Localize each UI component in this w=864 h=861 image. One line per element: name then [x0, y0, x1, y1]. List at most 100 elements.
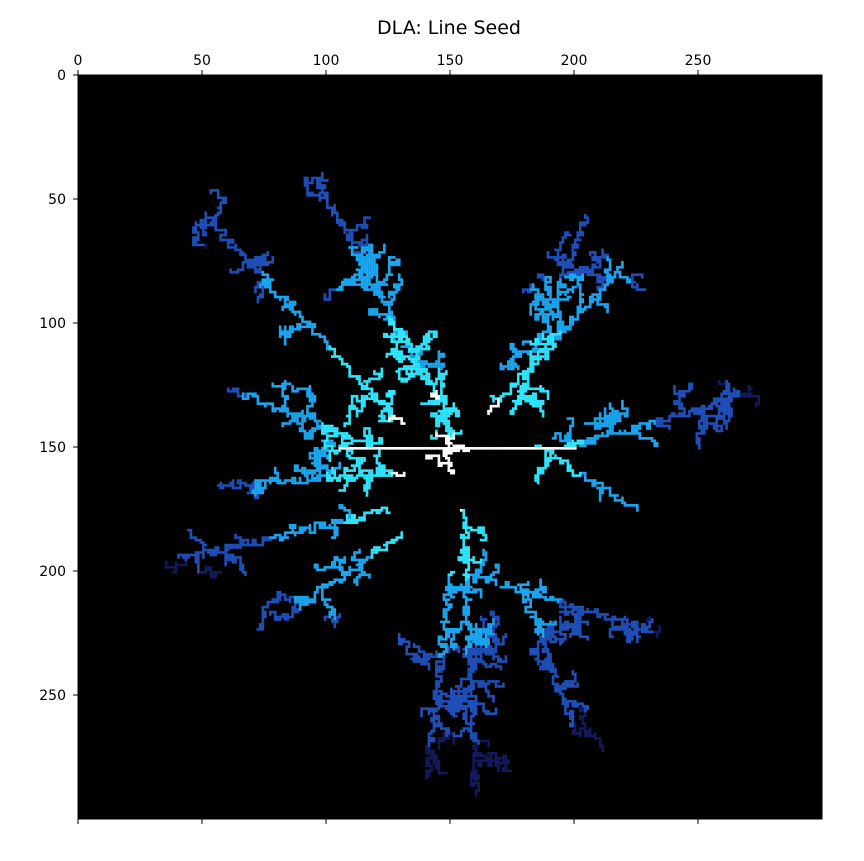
aggregate-cell: [479, 739, 483, 743]
aggregate-cell: [375, 394, 379, 398]
aggregate-cell: [479, 615, 483, 619]
aggregate-cell: [442, 662, 446, 666]
aggregate-cell: [492, 647, 495, 651]
aggregate-cell: [658, 424, 661, 428]
aggregate-cell: [462, 727, 466, 730]
aggregate-cell: [373, 285, 376, 289]
aggregate-cell: [606, 432, 609, 435]
aggregate-cell: [613, 417, 617, 420]
aggregate-cell: [246, 397, 250, 401]
aggregate-cell: [194, 558, 198, 562]
aggregate-cell: [363, 221, 366, 224]
aggregate-cell: [405, 380, 408, 383]
aggregate-cell: [380, 372, 384, 376]
aggregate-cell: [564, 682, 567, 686]
aggregate-cell: [531, 357, 535, 361]
aggregate-cell: [574, 628, 577, 631]
aggregate-cell: [526, 370, 530, 373]
aggregate-cell: [727, 417, 731, 420]
aggregate-cell: [474, 680, 478, 683]
aggregate-cell: [673, 389, 676, 393]
aggregate-cell: [531, 397, 535, 401]
aggregate-cell: [492, 655, 495, 658]
aggregate-cell: [469, 695, 473, 698]
aggregate-cell: [459, 588, 463, 591]
aggregate-cell: [648, 419, 652, 423]
aggregate-cell: [492, 697, 495, 701]
aggregate-cell: [283, 409, 287, 413]
aggregate-cell: [254, 394, 257, 398]
aggregate-cell: [497, 657, 500, 661]
aggregate-cell: [311, 191, 314, 195]
aggregate-cell: [264, 404, 267, 408]
aggregate-cell: [571, 704, 575, 708]
aggregate-cell: [581, 439, 585, 443]
aggregate-cell: [450, 712, 453, 715]
aggregate-cell: [430, 652, 433, 656]
aggregate-cell: [484, 556, 488, 559]
aggregate-cell: [415, 645, 418, 649]
aggregate-cell: [276, 600, 280, 604]
aggregate-cell: [405, 377, 408, 381]
aggregate-cell: [261, 538, 265, 542]
aggregate-cell: [283, 593, 287, 596]
aggregate-cell: [549, 662, 552, 666]
aggregate-cell: [291, 414, 294, 418]
aggregate-cell: [720, 397, 723, 401]
aggregate-cell: [462, 690, 466, 693]
aggregate-cell: [432, 392, 436, 396]
aggregate-cell: [385, 541, 389, 544]
aggregate-cell: [254, 256, 257, 259]
aggregate-cell: [422, 657, 426, 661]
aggregate-cell: [566, 444, 570, 448]
aggregate-cell: [489, 757, 493, 760]
aggregate-cell: [358, 573, 361, 577]
aggregate-cell: [583, 479, 587, 482]
aggregate-cell: [340, 223, 344, 227]
aggregate-cell: [472, 774, 475, 777]
aggregate-cell: [700, 429, 704, 433]
aggregate-cell: [318, 332, 322, 336]
aggregate-cell: [365, 489, 369, 492]
aggregate-cell: [462, 704, 466, 708]
aggregate-cell: [459, 583, 463, 587]
aggregate-cell: [467, 635, 470, 639]
aggregate-cell: [487, 759, 490, 763]
aggregate-cell: [489, 613, 493, 616]
aggregate-cell: [259, 285, 262, 289]
aggregate-cell: [650, 419, 654, 423]
aggregate-cell: [551, 677, 555, 681]
aggregate-cell: [472, 590, 475, 594]
aggregate-cell: [348, 476, 351, 480]
aggregate-cell: [593, 439, 597, 443]
aggregate-cell: [469, 687, 473, 691]
aggregate-cell: [474, 781, 478, 785]
aggregate-cell: [306, 325, 309, 329]
aggregate-cell: [529, 615, 532, 619]
aggregate-cell: [437, 637, 441, 641]
aggregate-cell: [249, 258, 252, 262]
aggregate-cell: [360, 399, 364, 403]
aggregate-cell: [328, 598, 332, 601]
aggregate-cell: [450, 595, 453, 599]
aggregate-cell: [296, 595, 299, 599]
aggregate-cell: [445, 608, 448, 611]
aggregate-cell: [462, 613, 466, 616]
aggregate-cell: [363, 476, 366, 480]
aggregate-cell: [487, 580, 490, 584]
aggregate-cell: [360, 461, 364, 465]
aggregate-cell: [477, 781, 480, 785]
aggregate-cell: [283, 481, 287, 485]
aggregate-cell: [335, 451, 339, 455]
aggregate-cell: [546, 628, 550, 631]
aggregate-cell: [469, 717, 473, 720]
aggregate-cell: [583, 707, 587, 711]
aggregate-cell: [370, 273, 374, 277]
aggregate-cell: [487, 647, 490, 651]
aggregate-cell: [353, 447, 356, 450]
aggregate-cell: [732, 389, 736, 393]
aggregate-cell: [462, 546, 466, 549]
aggregate-cell: [234, 246, 237, 249]
aggregate-cell: [432, 712, 436, 715]
aggregate-cell: [328, 345, 332, 348]
